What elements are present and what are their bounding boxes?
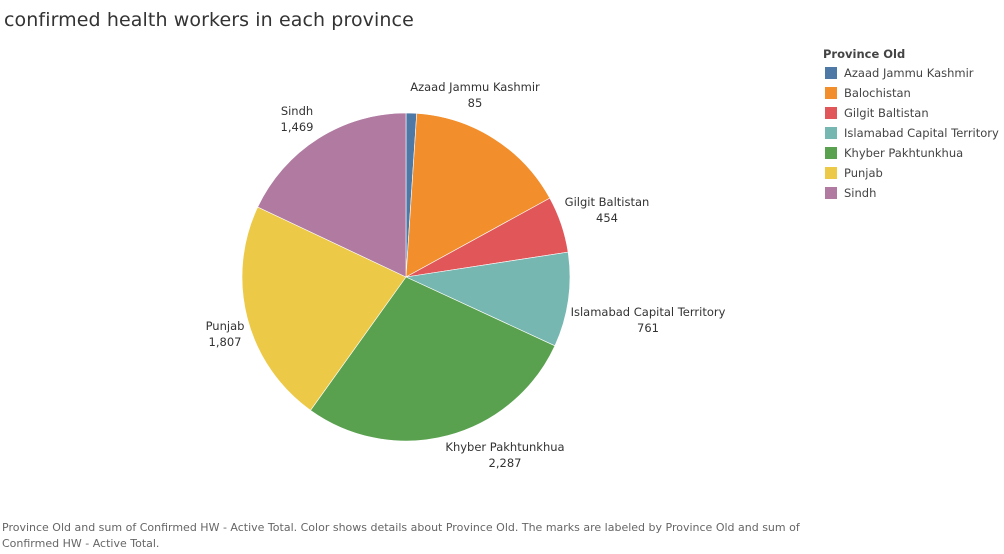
legend-item-punjab[interactable]: Punjab (823, 163, 999, 183)
chart-caption: Province Old and sum of Confirmed HW - A… (2, 521, 800, 550)
legend-swatch (825, 107, 837, 119)
slice-label-value: 1,807 (209, 335, 242, 349)
legend-item-balochistan[interactable]: Balochistan (823, 83, 999, 103)
slice-label-name: Sindh (281, 104, 313, 118)
legend-label: Khyber Pakhtunkhua (844, 146, 964, 160)
slice-label-value: 1,469 (281, 120, 314, 134)
legend-swatch (825, 147, 837, 159)
legend-swatch (825, 187, 837, 199)
legend-item-sindh[interactable]: Sindh (823, 183, 999, 203)
chart-title: confirmed health workers in each provinc… (4, 9, 414, 31)
legend-item-gilgit-baltistan[interactable]: Gilgit Baltistan (823, 103, 999, 123)
slice-label-value: 85 (468, 96, 483, 110)
pie-slice-sindh[interactable] (257, 112, 407, 278)
legend-item-azaad-jammu-kashmir[interactable]: Azaad Jammu Kashmir (823, 63, 999, 83)
legend-title: Province Old (823, 47, 906, 61)
slice-label-name: Gilgit Baltistan (565, 195, 650, 209)
legend-swatch (825, 127, 837, 139)
legend-item-khyber-pakhtunkhua[interactable]: Khyber Pakhtunkhua (823, 143, 999, 163)
legend-label: Islamabad Capital Territory (844, 126, 999, 140)
slice-label-name: Punjab (206, 319, 245, 333)
pie-slice-islamabad-capital-territory[interactable] (404, 251, 571, 347)
legend-swatch (825, 87, 837, 99)
legend-swatch (825, 67, 837, 79)
legend-label: Sindh (844, 186, 877, 200)
slice-label-value: 761 (637, 321, 659, 335)
legend-label: Balochistan (844, 86, 911, 100)
legend-item-islamabad-capital-territory[interactable]: Islamabad Capital Territory (823, 123, 999, 143)
legend: Province Old Azaad Jammu Kashmir Balochi… (823, 45, 999, 203)
pie-chart: Azaad Jammu Kashmir 85 Gilgit Baltistan 454… (206, 80, 726, 470)
legend-label: Gilgit Baltistan (844, 106, 929, 120)
legend-label: Azaad Jammu Kashmir (844, 66, 974, 80)
slice-label-value: 2,287 (489, 456, 522, 470)
legend-swatch (825, 167, 837, 179)
slice-label-value: 454 (596, 211, 618, 225)
slice-label-name: Azaad Jammu Kashmir (410, 80, 540, 94)
pie-slice-balochistan[interactable] (405, 113, 551, 278)
slice-label-name: Khyber Pakhtunkhua (445, 440, 564, 454)
legend-label: Punjab (844, 166, 883, 180)
slice-label-name: Islamabad Capital Territory (571, 305, 726, 319)
pie-slice-khyber-pakhtunkhua[interactable] (310, 276, 556, 442)
